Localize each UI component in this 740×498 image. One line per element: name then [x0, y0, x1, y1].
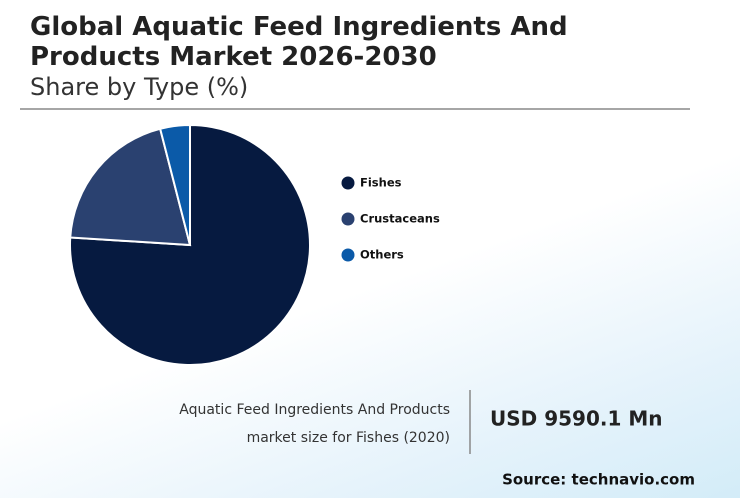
chart-title: Global Aquatic Feed Ingredients And Prod… — [30, 12, 568, 72]
pie-slice — [69, 127, 192, 247]
pie-slice — [69, 123, 311, 366]
legend-swatch — [341, 212, 355, 226]
legend-label: Crustaceans — [360, 212, 440, 226]
legend-label: Others — [360, 248, 404, 262]
annotation-value: USD 9590.1 Mn — [490, 407, 663, 431]
source: Source: technavio.com — [502, 471, 695, 489]
annotation-label: market size for Fishes (2020) — [247, 430, 450, 446]
annotation-label: Aquatic Feed Ingredients And Products — [179, 402, 450, 418]
legend-swatch — [341, 176, 355, 190]
chart-subtitle: Share by Type (%) — [30, 73, 249, 101]
pie-slice — [158, 123, 191, 246]
legend-label: Fishes — [360, 176, 402, 190]
legend-swatch — [341, 248, 355, 262]
